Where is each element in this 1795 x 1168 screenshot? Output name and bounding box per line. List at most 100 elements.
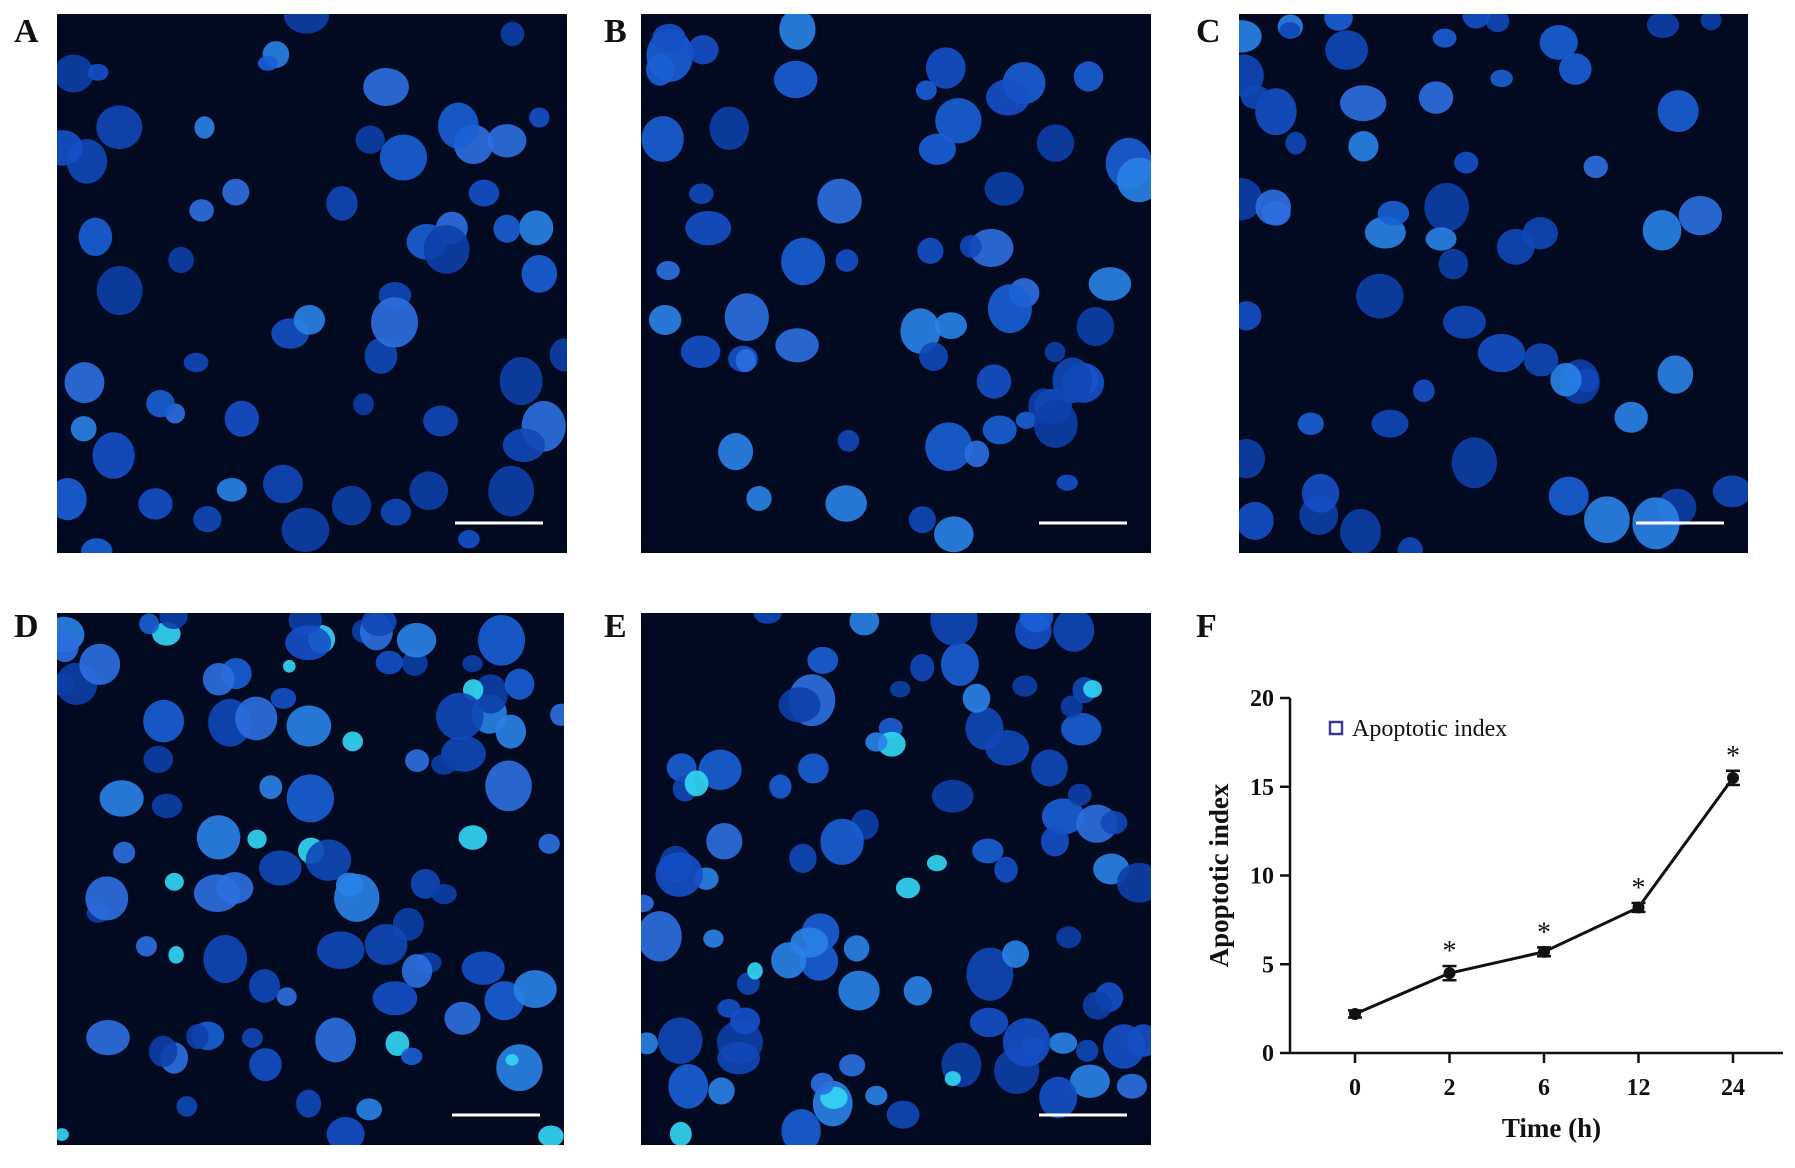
nucleus	[502, 428, 546, 463]
nucleus	[385, 1031, 410, 1056]
nucleus	[1584, 496, 1630, 544]
nucleus	[78, 217, 113, 257]
nucleus	[778, 687, 821, 723]
panel-label: B	[604, 13, 627, 50]
nucleus	[1088, 267, 1132, 301]
nucleus	[193, 506, 222, 533]
nucleus	[70, 416, 97, 442]
nucleus	[1539, 24, 1578, 60]
nucleus	[1116, 862, 1151, 903]
nucleus	[143, 745, 174, 773]
nucleus	[724, 293, 769, 341]
nucleus	[222, 178, 250, 206]
nucleus	[1279, 22, 1301, 39]
nucleus	[1061, 712, 1102, 746]
nucleus	[926, 855, 947, 872]
nucleus	[380, 498, 411, 526]
nucleus	[285, 625, 332, 661]
nucleus	[202, 663, 235, 696]
nucleus	[284, 14, 330, 34]
nucleus	[478, 614, 526, 666]
nucleus	[1056, 474, 1078, 491]
nucleus	[462, 655, 483, 673]
nucleus	[326, 1117, 365, 1145]
nucleus	[706, 822, 743, 860]
nucleus	[262, 464, 303, 504]
significance-mark: *	[1443, 936, 1457, 967]
nucleus	[496, 1044, 543, 1092]
nucleus	[1116, 1073, 1148, 1099]
nucleus	[363, 68, 409, 106]
nucleus	[1424, 182, 1469, 232]
nucleus	[1031, 749, 1068, 787]
micrograph	[641, 14, 1151, 553]
y-tick-label: 20	[1250, 686, 1274, 712]
nucleus	[962, 683, 991, 713]
nucleus	[959, 235, 982, 258]
nucleus	[146, 389, 175, 418]
nucleus	[96, 265, 143, 316]
nucleus	[1239, 177, 1263, 221]
nucleus	[57, 673, 75, 697]
nucleus	[940, 642, 979, 687]
nucleus	[241, 1028, 263, 1048]
nucleus	[790, 927, 829, 958]
nucleus	[487, 124, 527, 158]
nucleus	[505, 1054, 519, 1066]
panel-label: C	[1196, 13, 1221, 50]
panel-label: F	[1196, 608, 1217, 645]
nucleus	[1700, 14, 1722, 31]
significance-mark: *	[1726, 741, 1740, 772]
nucleus	[934, 312, 968, 339]
marker	[1632, 901, 1645, 914]
nucleus	[1454, 151, 1479, 174]
nucleus	[488, 465, 535, 517]
nucleus	[1053, 613, 1095, 652]
nucleus	[401, 1047, 423, 1066]
nucleus	[86, 1020, 130, 1056]
micrograph	[57, 14, 567, 553]
nucleus	[918, 133, 956, 165]
nucleus	[1548, 476, 1589, 516]
nucleus	[1297, 412, 1324, 436]
nucleus	[641, 1032, 658, 1055]
nucleus	[964, 440, 990, 468]
nucleus	[709, 106, 749, 151]
nucleus	[1324, 14, 1353, 31]
nucleus	[296, 1089, 322, 1118]
nucleus	[458, 530, 480, 549]
nucleus	[326, 186, 358, 221]
nucleus	[1239, 20, 1262, 53]
nucleus	[1355, 273, 1404, 319]
nucleus	[409, 471, 449, 511]
nucleus	[283, 659, 296, 673]
nuclei	[641, 613, 1151, 1145]
nucleus	[1082, 991, 1112, 1020]
nucleus	[249, 1048, 282, 1082]
nucleus	[529, 107, 550, 128]
nucleus	[935, 98, 982, 144]
nucleus	[1116, 157, 1151, 203]
nucleus	[473, 674, 508, 714]
nucleus	[775, 328, 819, 363]
nucleus	[849, 613, 880, 636]
nucleus	[641, 116, 684, 162]
nucleus	[387, 985, 414, 1008]
nucleus	[910, 653, 935, 682]
nucleus	[92, 432, 135, 479]
nucleus	[375, 650, 404, 675]
nucleus	[839, 1054, 866, 1077]
nucleus	[159, 613, 188, 630]
nucleus	[57, 630, 79, 663]
nucleus	[87, 63, 109, 81]
nucleus	[895, 877, 921, 899]
nucleus	[193, 874, 241, 913]
nucleus	[717, 1041, 761, 1075]
nucleus	[648, 304, 682, 335]
nucleus	[259, 775, 283, 800]
legend-swatch	[1328, 720, 1344, 736]
nucleus	[1462, 14, 1490, 29]
nucleus	[550, 703, 564, 726]
